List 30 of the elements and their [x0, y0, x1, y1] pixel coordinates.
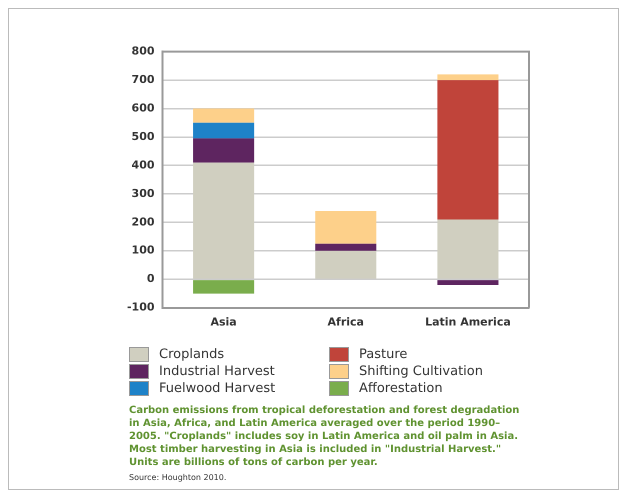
y-tick-label: 400 [132, 158, 155, 172]
x-tick-label: Asia [210, 315, 237, 328]
bar [193, 122, 254, 138]
legend-label: Industrial Harvest [159, 364, 275, 379]
y-tick-label: 300 [132, 186, 155, 200]
y-tick-label: 800 [132, 44, 155, 58]
bar [437, 74, 498, 80]
y-tick-label: 700 [132, 72, 155, 86]
bar [193, 138, 254, 163]
x-tick-label: Latin America [425, 315, 511, 328]
y-tick-label: 0 [146, 272, 155, 286]
bar [437, 280, 498, 286]
y-tick-label: -100 [126, 300, 155, 314]
x-tick-label: Africa [328, 315, 364, 328]
bar [193, 280, 254, 294]
bar [437, 80, 498, 220]
legend-label: Fuelwood Harvest [159, 381, 276, 396]
legend-label: Pasture [359, 347, 408, 362]
bar [193, 108, 254, 123]
y-tick-label: 100 [132, 244, 155, 257]
source-note: Source: Houghton 2010. [129, 473, 228, 482]
text: Carbon emissions from tropical deforestation and forest degradation in Asia, Africa, and Latin America averaged over the period 1990–2005. "Croplands" includes soy in Latin America and oil palm in Asia. Most timber harvesting in Asia is included in "Industrial Harvest." Units are billions of tons of carbon per year. [129, 404, 520, 469]
legend-label: Shifting Cultivation [359, 364, 483, 379]
bar [315, 211, 376, 244]
legend-label: Croplands [159, 347, 224, 362]
y-tick-label: 200 [132, 215, 155, 228]
y-tick-label: 600 [132, 101, 155, 114]
bar [315, 244, 376, 251]
y-tick-label: 500 [132, 130, 155, 143]
legend-label: Afforestation [359, 381, 443, 396]
